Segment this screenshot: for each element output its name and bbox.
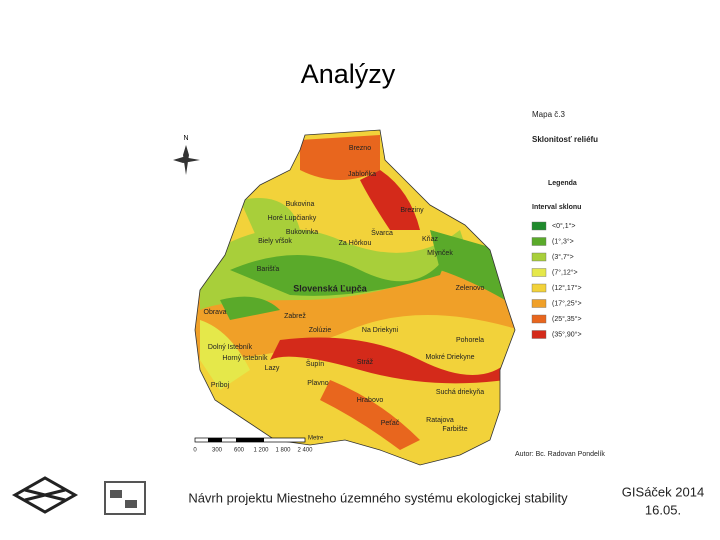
place-name: Suchá driekyňa: [436, 389, 484, 396]
scale-bar: 0 300 600 1 200 1 800 2 400 Metre: [193, 436, 324, 454]
slide-title: Analýzy: [301, 59, 396, 89]
author: Autor: Bc. Radovan Pondelík: [515, 451, 605, 458]
legend-swatch: [531, 314, 547, 324]
place-name: Horé Lupčianky: [268, 215, 317, 222]
place-name: Zelenovo: [456, 285, 485, 292]
map-number: Mapa č.3: [532, 110, 565, 119]
place-name: Príboj: [211, 382, 230, 389]
place-name: Plavno: [307, 380, 329, 387]
place-name: Švarca: [371, 228, 393, 237]
place-name: Šupín: [306, 359, 324, 368]
legend-label: (17°,25°>: [552, 299, 582, 307]
place-name: Dolný Istebník: [208, 344, 253, 351]
place-name: Mlynček: [427, 250, 453, 257]
footer-date: 16.05.: [645, 502, 681, 517]
legend-swatch: [531, 330, 547, 339]
legend-swatch: [531, 237, 547, 246]
legend-label: (12°,17°>: [552, 284, 582, 292]
legend-heading: Legenda: [548, 180, 577, 187]
place-name: Biely vŕšok: [258, 238, 292, 245]
legend-swatch: [531, 283, 547, 293]
place-name: Zabrež: [284, 313, 306, 320]
scale-label: 1 800: [275, 448, 291, 454]
legend-label: (1°,3°>: [552, 237, 574, 245]
place-name: Za Hôrkou: [339, 240, 372, 247]
place-name: Na Driekyni: [362, 327, 399, 334]
place-name: Jabloňka: [348, 171, 376, 178]
legend-swatch: [531, 221, 547, 231]
place-name: Lazy: [265, 365, 280, 372]
place-name: Ratajova: [426, 417, 454, 424]
legend-swatch: [531, 299, 547, 308]
place-name: Brezno: [349, 145, 371, 152]
place-name: Bukovina: [286, 201, 315, 208]
place-name: Peťač: [381, 420, 400, 427]
legend-label: (25°,35°>: [552, 315, 582, 323]
place-name: Farbište: [442, 426, 467, 433]
scale-label: 0: [193, 448, 197, 454]
legend-subheading: Interval sklonu: [532, 204, 581, 211]
map-title: Sklonitosť reliéfu: [532, 135, 598, 144]
legend-label: (7°,12°>: [552, 268, 578, 276]
footer-event: GISáček 2014: [622, 484, 704, 499]
legend-swatch: [531, 252, 547, 262]
scale-label: 300: [212, 448, 223, 454]
place-name: Kňaz: [422, 236, 438, 243]
north-arrow: N: [173, 135, 200, 175]
logos: [11, 476, 146, 515]
footer-caption: Návrh projektu Miestneho územného systém…: [188, 490, 568, 505]
place-name: Hrabovo: [357, 397, 384, 404]
place-name: Breziny: [400, 207, 424, 214]
legend-label: <0°,1°>: [552, 222, 576, 230]
place-name: Slovenská Ľupča: [293, 283, 368, 293]
place-name: Bukovinka: [286, 229, 318, 236]
north-label: N: [183, 135, 188, 142]
legend-label: (3°,7°>: [552, 253, 574, 261]
place-name: Mokré Driekyne: [425, 354, 474, 361]
scale-label: 1 200: [253, 448, 269, 454]
scale-label: 600: [234, 448, 245, 454]
legend-swatch: [531, 268, 547, 277]
scale-label: 2 400: [297, 448, 313, 454]
place-name: Zolúzie: [309, 327, 332, 334]
place-name: Obrava: [204, 309, 227, 316]
place-name: Horný Istebník: [222, 355, 268, 362]
place-name: Pohorela: [456, 337, 484, 344]
place-name: Stráž: [357, 359, 374, 366]
scale-unit: Metre: [308, 436, 324, 442]
place-name: Barišťa: [257, 266, 280, 273]
legend-label: (35°,90°>: [552, 330, 582, 338]
